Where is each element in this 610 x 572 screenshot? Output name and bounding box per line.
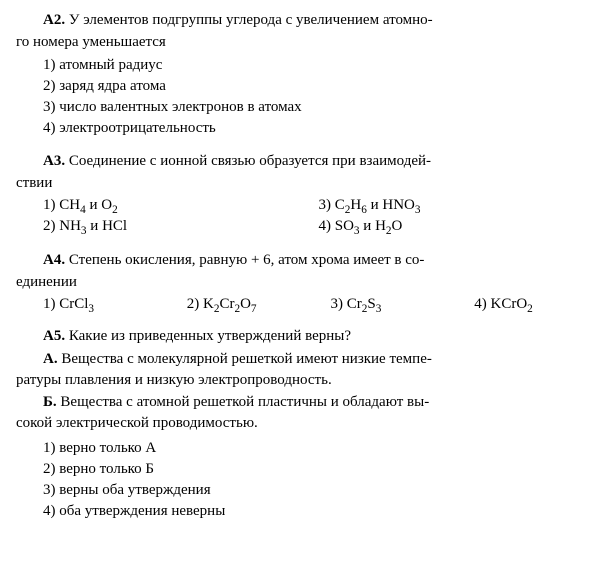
option-a3-4: 4) SO3 и H2O	[319, 216, 595, 236]
question-a3-stem-line1: А3. Соединение с ионной связью образуетс…	[16, 151, 594, 171]
option-a5-2: 2) верно только Б	[43, 459, 594, 479]
question-a2-stem-text1: У элементов подгруппы углерода с увеличе…	[69, 12, 433, 28]
question-a3-options-left: 1) CH4 и O2 2) NH3 и HCl	[43, 195, 319, 238]
option-a2-4: 4) электроотрицательность	[43, 118, 594, 138]
question-a4-stem-line1: А4. Степень окисления, равную + 6, атом …	[16, 250, 594, 270]
question-a3: А3. Соединение с ионной связью образуетс…	[16, 151, 594, 238]
question-a2-stem-line2: го номера уменьшается	[16, 32, 594, 52]
option-a3-3: 3) C2H6 и HNO3	[319, 195, 595, 215]
statement-b-line2: сокой электрической проводимостью.	[16, 413, 594, 433]
option-a4-3: 3) Cr2S3	[331, 294, 451, 314]
option-a2-2: 2) заряд ядра атома	[43, 76, 594, 96]
option-a2-1: 1) атомный радиус	[43, 55, 594, 75]
option-a5-1: 1) верно только А	[43, 438, 594, 458]
question-a2-stem-line1: А2. У элементов подгруппы углерода с уве…	[16, 10, 594, 30]
question-a5-stem-text: Какие из приведенных утверждений верны?	[69, 328, 351, 344]
statement-b-label: Б.	[43, 394, 57, 410]
question-a4-options: 1) CrCl3 2) K2Cr2O7 3) Cr2S3 4) KCrO2	[16, 294, 594, 314]
question-a3-number: А3.	[43, 153, 65, 169]
option-a4-1: 1) CrCl3	[43, 294, 163, 314]
statement-b-line1: Б. Вещества с атомной решеткой пластичны…	[16, 392, 594, 412]
question-a4-stem-line2: единении	[16, 272, 594, 292]
option-a2-3: 3) число валентных электронов в атомах	[43, 97, 594, 117]
statement-a-line1: А. Вещества с молекулярной решеткой имею…	[16, 349, 594, 369]
question-a3-options-right: 3) C2H6 и HNO3 4) SO3 и H2O	[319, 195, 595, 238]
option-a4-2: 2) K2Cr2O7	[187, 294, 307, 314]
question-a2: А2. У элементов подгруппы углерода с уве…	[16, 10, 594, 139]
option-a3-2: 2) NH3 и HCl	[43, 216, 319, 236]
question-a5-stem: А5. Какие из приведенных утверждений вер…	[16, 326, 594, 346]
statement-a-line2: ратуры плавления и низкую электропроводн…	[16, 370, 594, 390]
statement-a-text1: Вещества с молекулярной решеткой имеют н…	[61, 351, 432, 367]
question-a4: А4. Степень окисления, равную + 6, атом …	[16, 250, 594, 315]
question-a5-options: 1) верно только А 2) верно только Б 3) в…	[16, 438, 594, 522]
question-a3-options: 1) CH4 и O2 2) NH3 и HCl 3) C2H6 и HNO3 …	[16, 195, 594, 238]
question-a3-stem-line2: ствии	[16, 173, 594, 193]
question-a2-options: 1) атомный радиус 2) заряд ядра атома 3)…	[16, 55, 594, 139]
question-a2-number: А2.	[43, 12, 65, 28]
question-a5-number: А5.	[43, 328, 65, 344]
statement-b-text1: Вещества с атомной решеткой пластичны и …	[60, 394, 429, 410]
option-a4-4: 4) KCrO2	[474, 294, 594, 314]
option-a5-3: 3) верны оба утверждения	[43, 480, 594, 500]
question-a3-stem-text1: Соединение с ионной связью образуется пр…	[69, 153, 431, 169]
option-a5-4: 4) оба утверждения неверны	[43, 501, 594, 521]
question-a5: А5. Какие из приведенных утверждений вер…	[16, 326, 594, 521]
question-a4-stem-text1: Степень окисления, равную + 6, атом хром…	[69, 252, 425, 268]
question-a4-number: А4.	[43, 252, 65, 268]
option-a3-1: 1) CH4 и O2	[43, 195, 319, 215]
statement-a-label: А.	[43, 351, 58, 367]
